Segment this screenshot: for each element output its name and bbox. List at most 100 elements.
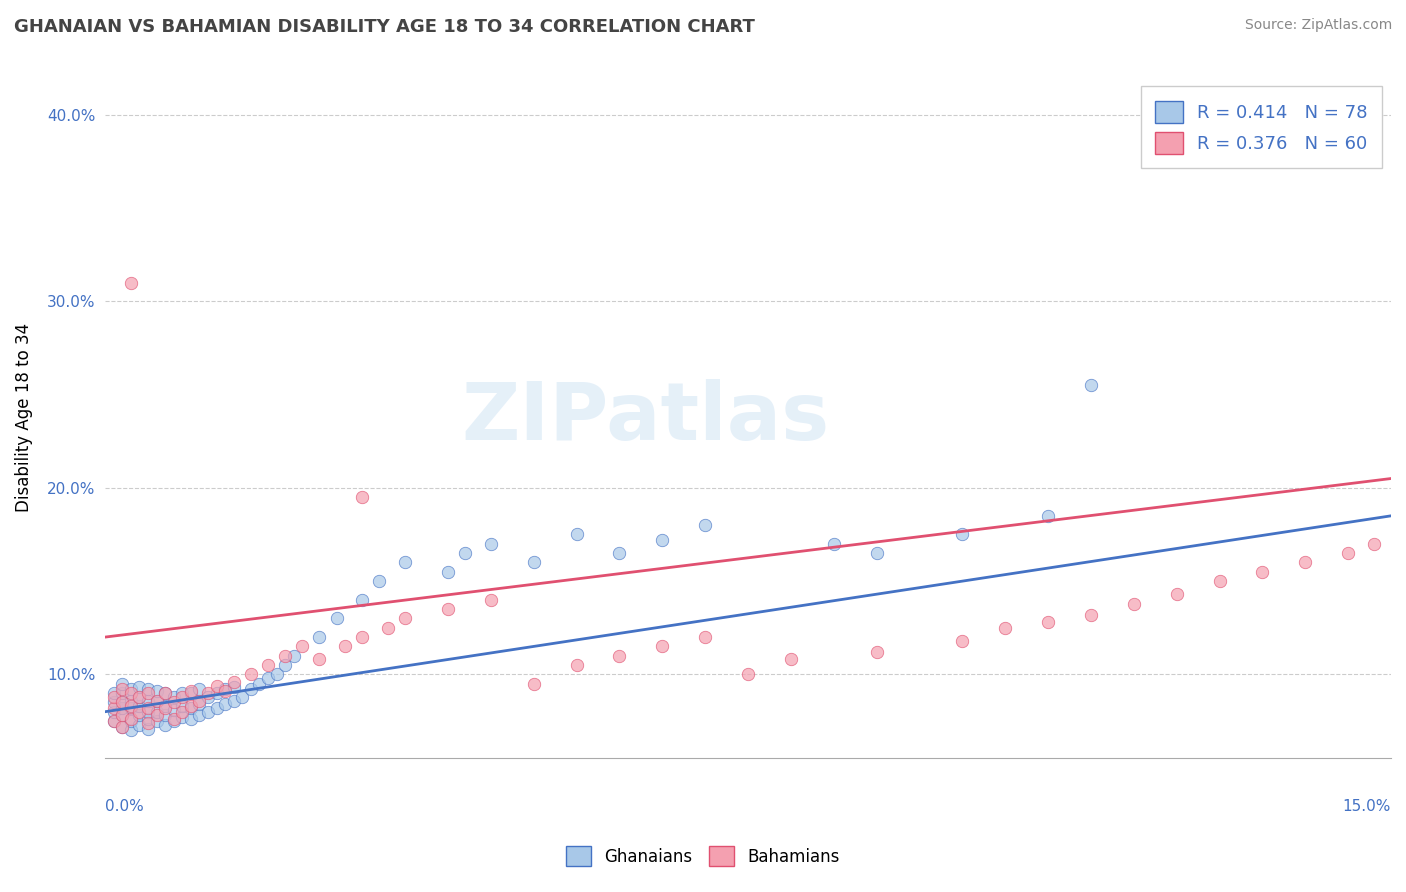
Point	[994, 621, 1017, 635]
Point	[120, 723, 142, 738]
Point	[274, 648, 297, 663]
Point	[394, 556, 416, 570]
Point	[214, 698, 236, 712]
Point	[266, 667, 288, 681]
Point	[325, 611, 347, 625]
Point	[352, 490, 374, 504]
Point	[180, 701, 202, 715]
Point	[136, 715, 159, 730]
Point	[188, 682, 211, 697]
Point	[163, 712, 186, 726]
Point	[437, 602, 460, 616]
Point	[866, 546, 889, 560]
Point	[565, 658, 588, 673]
Point	[136, 705, 159, 719]
Point	[950, 633, 973, 648]
Point	[145, 684, 167, 698]
Point	[120, 682, 142, 697]
Point	[737, 667, 759, 681]
Point	[1122, 597, 1144, 611]
Point	[111, 682, 134, 697]
Point	[120, 276, 142, 290]
Point	[222, 674, 245, 689]
Point	[136, 722, 159, 736]
Point	[249, 677, 271, 691]
Point	[197, 686, 219, 700]
Point	[103, 686, 125, 700]
Point	[1362, 537, 1385, 551]
Point	[257, 671, 280, 685]
Point	[145, 708, 167, 723]
Point	[352, 592, 374, 607]
Point	[136, 682, 159, 697]
Point	[153, 686, 176, 700]
Text: GHANAIAN VS BAHAMIAN DISABILITY AGE 18 TO 34 CORRELATION CHART: GHANAIAN VS BAHAMIAN DISABILITY AGE 18 T…	[14, 18, 755, 36]
Text: 15.0%: 15.0%	[1343, 799, 1391, 814]
Point	[145, 714, 167, 728]
Point	[103, 695, 125, 709]
Point	[120, 714, 142, 728]
Point	[153, 701, 176, 715]
Point	[163, 714, 186, 728]
Point	[565, 527, 588, 541]
Point	[128, 681, 150, 695]
Point	[695, 630, 717, 644]
Point	[197, 690, 219, 704]
Point	[128, 690, 150, 704]
Point	[153, 686, 176, 700]
Legend: Ghanaians, Bahamians: Ghanaians, Bahamians	[558, 838, 848, 875]
Point	[145, 705, 167, 719]
Point	[136, 686, 159, 700]
Point	[111, 695, 134, 709]
Point	[231, 690, 253, 704]
Point	[120, 701, 142, 715]
Point	[172, 699, 194, 714]
Point	[1337, 546, 1360, 560]
Point	[136, 701, 159, 715]
Point	[222, 681, 245, 695]
Point	[188, 698, 211, 712]
Point	[136, 712, 159, 726]
Point	[128, 708, 150, 723]
Point	[163, 703, 186, 717]
Point	[333, 640, 356, 654]
Point	[172, 710, 194, 724]
Point	[454, 546, 477, 560]
Point	[103, 714, 125, 728]
Point	[394, 611, 416, 625]
Point	[153, 708, 176, 723]
Point	[103, 714, 125, 728]
Point	[120, 712, 142, 726]
Point	[205, 686, 228, 700]
Point	[111, 701, 134, 715]
Point	[163, 690, 186, 704]
Point	[172, 705, 194, 719]
Point	[257, 658, 280, 673]
Point	[695, 518, 717, 533]
Text: ZIPatlas: ZIPatlas	[461, 379, 830, 457]
Point	[368, 574, 391, 588]
Point	[163, 695, 186, 709]
Point	[291, 640, 314, 654]
Point	[103, 690, 125, 704]
Point	[136, 693, 159, 707]
Point	[823, 537, 845, 551]
Point	[128, 699, 150, 714]
Point	[523, 556, 546, 570]
Point	[153, 699, 176, 714]
Point	[153, 718, 176, 732]
Text: Source: ZipAtlas.com: Source: ZipAtlas.com	[1244, 18, 1392, 32]
Point	[308, 630, 330, 644]
Point	[172, 690, 194, 704]
Point	[308, 652, 330, 666]
Point	[651, 640, 673, 654]
Point	[205, 679, 228, 693]
Point	[866, 645, 889, 659]
Point	[205, 701, 228, 715]
Point	[120, 686, 142, 700]
Point	[103, 701, 125, 715]
Point	[479, 592, 502, 607]
Point	[111, 695, 134, 709]
Point	[222, 693, 245, 707]
Point	[188, 708, 211, 723]
